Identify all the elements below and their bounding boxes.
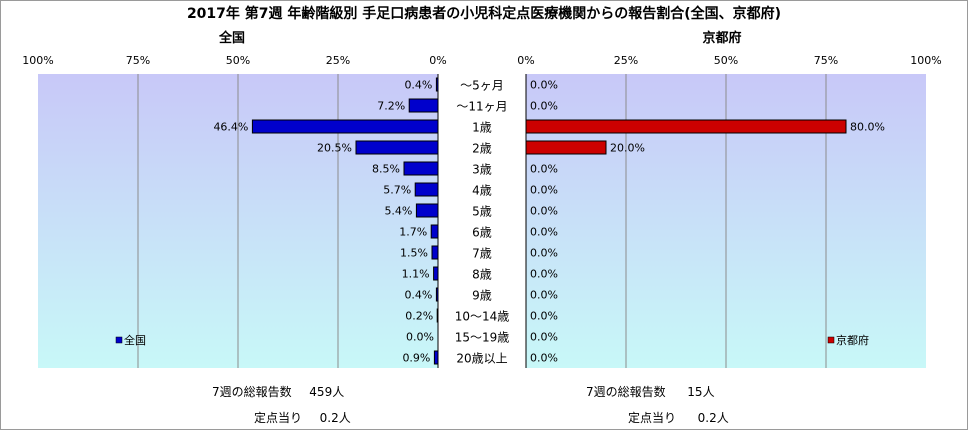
chart-title: 2017年 第7週 年齢階級別 手足口病患者の小児科定点医療機関からの報告割合(… [187,5,781,22]
kyoto-legend-label: 京都府 [836,333,869,347]
kyoto-value-label: 0.0% [530,310,558,323]
national-bar [414,182,439,197]
national-legend-label: 全国 [124,333,146,347]
category-label: 3歳 [472,163,492,177]
kyoto-tick-label: 0% [517,54,534,67]
kyoto-value-label: 0.0% [530,184,558,197]
kyoto-value-label: 0.0% [530,331,558,344]
category-label: 5歳 [472,205,492,219]
national-bar [355,140,439,155]
national-bar [435,287,439,302]
category-label: 1歳 [472,121,492,135]
national-tick-label: 50% [226,54,250,67]
national-value-label: 0.2% [405,310,433,323]
national-legend-swatch [115,336,123,344]
kyoto-tick-label: 50% [714,54,738,67]
kyoto-value-label: 0.0% [530,226,558,239]
category-label: 2歳 [472,142,492,156]
category-label: 20歳以上 [456,352,507,366]
category-label: 9歳 [472,289,492,303]
kyoto-tick-label: 25% [614,54,638,67]
national-value-label: 0.4% [404,79,432,92]
national-bar [436,308,439,323]
national-value-label: 7.2% [377,100,405,113]
kyoto-tick-label: 75% [814,54,838,67]
national-tick-label: 75% [126,54,150,67]
national-bar [433,350,439,365]
national-value-label: 1.1% [402,268,430,281]
national-bar [403,161,439,176]
national-value-label: 5.4% [384,205,412,218]
kyoto-value-label: 0.0% [530,205,558,218]
kyoto-per-row: 定点当り 0.2人 [628,409,729,426]
kyoto-total-row: 7週の総報告数 15人 [586,383,715,400]
kyoto-tick-label: 100% [910,54,941,67]
kyoto-value-label: 0.0% [530,79,558,92]
kyoto-bar [525,140,607,155]
national-bar [433,266,439,281]
kyoto-per-label: 定点当り [628,411,677,425]
kyoto-panel-title: 京都府 [702,30,741,46]
kyoto-value-label: 0.0% [530,163,558,176]
national-bar [435,77,439,92]
national-bar [431,245,439,260]
national-value-label: 0.0% [406,331,434,344]
national-value-label: 0.4% [404,289,432,302]
category-label: 7歳 [472,247,492,261]
kyoto-value-label: 0.0% [530,247,558,260]
national-tick-label: 100% [22,54,53,67]
kyoto-value-label: 0.0% [530,268,558,281]
kyoto-bar [525,119,847,134]
national-bar [415,203,439,218]
national-total-value: 459人 [309,385,345,399]
category-label: 4歳 [472,184,492,198]
category-label: 10～14歳 [455,310,510,324]
kyoto-legend-swatch [827,336,835,344]
national-value-label: 8.5% [372,163,400,176]
national-bar [408,98,439,113]
national-per-label: 定点当り [254,411,303,425]
category-label: 8歳 [472,268,492,282]
category-label: ～11ヶ月 [456,100,507,114]
national-bar [251,119,439,134]
national-value-label: 46.4% [213,121,248,134]
national-bar [430,224,439,239]
national-per-value: 0.2人 [319,411,351,425]
kyoto-value-label: 0.0% [530,100,558,113]
national-value-label: 5.7% [383,184,411,197]
national-total-row: 7週の総報告数 459人 [212,383,344,400]
kyoto-value-label: 20.0% [610,142,645,155]
category-label: ～5ヶ月 [460,79,504,93]
kyoto-value-label: 80.0% [850,121,885,134]
national-tick-label: 0% [429,54,446,67]
national-value-label: 1.5% [400,247,428,260]
national-total-label: 7週の総報告数 [212,385,292,399]
kyoto-total-value: 15人 [687,385,715,399]
national-panel-title: 全国 [218,30,245,46]
national-value-label: 0.9% [402,352,430,365]
category-label: 6歳 [472,226,492,240]
kyoto-value-label: 0.0% [530,352,558,365]
kyoto-total-label: 7週の総報告数 [586,385,666,399]
national-per-row: 定点当り 0.2人 [254,409,351,426]
national-value-label: 20.5% [317,142,352,155]
category-label: 15～19歳 [455,331,510,345]
national-value-label: 1.7% [399,226,427,239]
kyoto-per-value: 0.2人 [697,411,729,425]
kyoto-value-label: 0.0% [530,289,558,302]
national-tick-label: 25% [326,54,350,67]
